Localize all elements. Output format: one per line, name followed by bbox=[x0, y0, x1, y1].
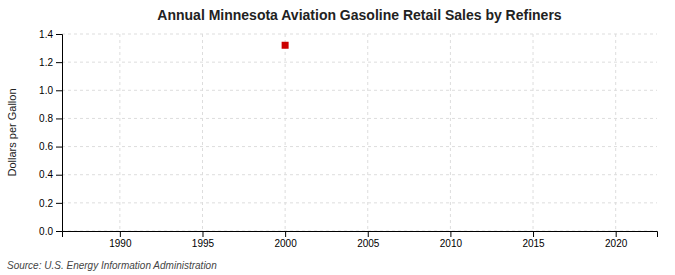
tick: 1.0 bbox=[39, 85, 62, 96]
tick-label: 1.4 bbox=[39, 29, 53, 40]
tick-label: 1990 bbox=[109, 238, 132, 249]
tick-mark bbox=[56, 90, 62, 91]
axis-line bbox=[56, 35, 63, 232]
tick-label: 2010 bbox=[440, 238, 463, 249]
grid-line bbox=[615, 34, 616, 231]
y-axis-title: Dollars per Gallon bbox=[6, 88, 18, 176]
tick-label: 1.0 bbox=[39, 85, 53, 96]
source: Source: U.S. Energy Information Administ… bbox=[7, 260, 217, 271]
tick: 2000 bbox=[275, 231, 298, 249]
grid-line bbox=[450, 34, 451, 231]
title: Annual Minnesota Aviation Gasoline Retai… bbox=[157, 7, 561, 23]
tick: 2005 bbox=[357, 231, 380, 249]
grid-line bbox=[62, 202, 657, 203]
tick: 2010 bbox=[440, 231, 463, 249]
grid-line bbox=[62, 34, 657, 35]
marks bbox=[282, 42, 289, 49]
tick-mark bbox=[56, 203, 62, 204]
tick-mark bbox=[56, 34, 62, 35]
point bbox=[282, 42, 289, 49]
tick-mark bbox=[56, 62, 62, 63]
tick: 0.2 bbox=[39, 198, 62, 209]
tick: 2015 bbox=[522, 231, 545, 249]
tick: 2020 bbox=[605, 231, 628, 249]
tick: 1995 bbox=[192, 231, 215, 249]
tick: 1.2 bbox=[39, 57, 62, 68]
tick-label: 1.2 bbox=[39, 57, 53, 68]
tick-label: 0.8 bbox=[39, 113, 53, 124]
tick-mark bbox=[56, 175, 62, 176]
chart: 1990 1995 2000 2005 2010 2015 2020 0.0 0.2 0.4 0.6… bbox=[0, 0, 675, 275]
tick-mark bbox=[56, 147, 62, 148]
grid-line bbox=[62, 118, 657, 119]
tick-mark bbox=[202, 231, 203, 237]
tick-mark bbox=[450, 231, 451, 237]
tick: 0.8 bbox=[39, 113, 62, 124]
x-axis: 1990 1995 2000 2005 2010 2015 2020 bbox=[63, 231, 658, 249]
grid-line bbox=[285, 34, 286, 231]
tick: 1990 bbox=[109, 231, 132, 249]
tick-mark bbox=[56, 118, 62, 119]
grid-line bbox=[62, 146, 657, 147]
tick-mark bbox=[368, 231, 369, 237]
tick-mark bbox=[616, 231, 617, 237]
y-axis: 0.0 0.2 0.4 0.6 0.8 1.0 1.2 1.4 bbox=[39, 29, 62, 237]
tick-label: 2020 bbox=[605, 238, 628, 249]
grid-line bbox=[533, 34, 534, 231]
grid-line bbox=[367, 34, 368, 231]
tick-label: 0.6 bbox=[39, 141, 53, 152]
tick-mark bbox=[533, 231, 534, 237]
tick: 0.6 bbox=[39, 141, 62, 152]
grid-line bbox=[119, 34, 120, 231]
grid-line bbox=[202, 34, 203, 231]
tick: 1.4 bbox=[39, 29, 62, 40]
tick-label: 0.0 bbox=[39, 226, 53, 237]
tick-label: 2015 bbox=[522, 238, 545, 249]
tick-label: 0.2 bbox=[39, 198, 53, 209]
tick-mark bbox=[56, 231, 62, 232]
tick: 0.0 bbox=[39, 226, 62, 237]
grid-line bbox=[62, 90, 657, 91]
tick-label: 1995 bbox=[192, 238, 215, 249]
plot-area: 1990 1995 2000 2005 2010 2015 2020 0.0 0.2 0.4 0.6… bbox=[39, 29, 657, 249]
tick-mark bbox=[120, 231, 121, 237]
tick-label: 2005 bbox=[357, 238, 380, 249]
grid-line bbox=[62, 62, 657, 63]
tick-mark bbox=[285, 231, 286, 237]
grid-line bbox=[62, 174, 657, 175]
tick-label: 2000 bbox=[275, 238, 298, 249]
grid bbox=[62, 34, 657, 231]
tick-label: 0.4 bbox=[39, 169, 53, 180]
tick: 0.4 bbox=[39, 169, 62, 180]
axis-line bbox=[63, 232, 658, 238]
